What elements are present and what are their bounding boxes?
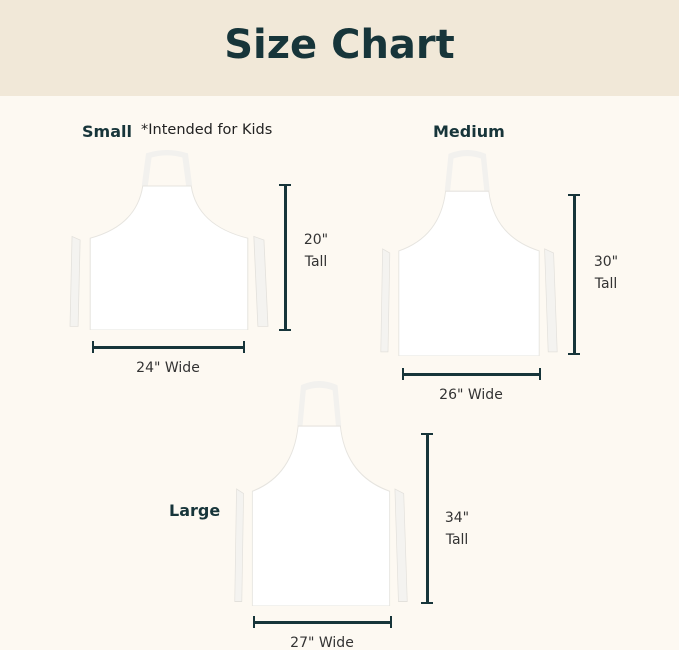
left-tie bbox=[380, 248, 391, 353]
right-tie bbox=[544, 248, 558, 353]
height-bar-large bbox=[421, 433, 433, 604]
left-tie bbox=[234, 488, 244, 602]
height-label-small: 20" Tall bbox=[296, 229, 336, 273]
height-label-large: 34" Tall bbox=[437, 507, 477, 551]
height-value: 34" bbox=[444, 510, 470, 526]
height-value: 30" bbox=[593, 254, 619, 270]
width-label-medium: 26" Wide bbox=[439, 387, 503, 403]
header-band: Size Chart bbox=[0, 0, 679, 96]
width-bar-medium bbox=[402, 368, 541, 380]
height-value: 20" bbox=[303, 232, 329, 248]
neck-strap bbox=[444, 150, 490, 192]
width-label-small: 24" Wide bbox=[136, 360, 200, 376]
size-label-medium: Medium bbox=[433, 122, 505, 141]
apron-large-image bbox=[234, 381, 408, 606]
height-unit: Tall bbox=[445, 532, 469, 548]
apron-medium-image bbox=[380, 150, 558, 356]
height-bar-small bbox=[279, 184, 291, 331]
apron-small-image bbox=[69, 150, 269, 330]
height-bar-medium bbox=[568, 194, 580, 355]
apron-body bbox=[398, 190, 540, 356]
page-title: Size Chart bbox=[224, 22, 455, 68]
size-label-large: Large bbox=[169, 501, 221, 520]
right-tie bbox=[253, 235, 269, 327]
height-unit: Tall bbox=[304, 254, 328, 270]
apron-body bbox=[251, 425, 391, 606]
neck-strap bbox=[297, 381, 342, 427]
apron-body bbox=[89, 185, 249, 330]
height-label-medium: 30" Tall bbox=[586, 251, 626, 295]
left-tie bbox=[69, 235, 81, 327]
right-tie bbox=[394, 488, 408, 602]
width-label-large: 27" Wide bbox=[290, 635, 354, 650]
width-bar-large bbox=[253, 616, 392, 628]
small-note: *Intended for Kids bbox=[141, 122, 273, 138]
size-label-small: Small bbox=[82, 122, 132, 141]
neck-strap bbox=[141, 150, 193, 187]
width-bar-small bbox=[92, 341, 245, 353]
height-unit: Tall bbox=[594, 276, 618, 292]
